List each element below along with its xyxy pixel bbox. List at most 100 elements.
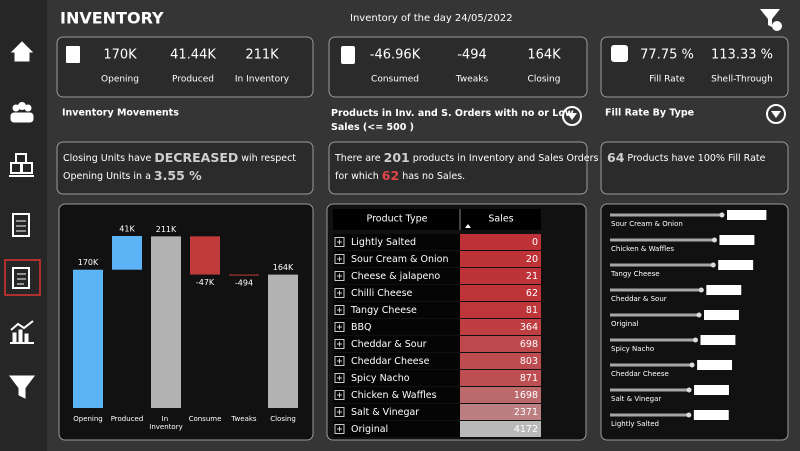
category-label: Cheddar & Sour <box>611 295 667 303</box>
sales-cell <box>460 234 541 250</box>
expand-icon[interactable] <box>334 373 345 383</box>
bar-end <box>686 387 692 393</box>
sales-cell <box>460 302 541 318</box>
note-text: Closing Units have DECREASED wih respect <box>63 150 296 165</box>
product-name: Salt & Vinegar <box>351 407 419 418</box>
fill-rate-bar <box>610 363 693 367</box>
expand-icon[interactable] <box>334 407 345 417</box>
sales-cell <box>460 370 541 386</box>
dropdown-button[interactable] <box>562 106 582 126</box>
expand-icon[interactable] <box>334 305 345 315</box>
note-text: There are 201 products in Inventory and … <box>334 150 599 165</box>
kpi-card <box>600 36 789 98</box>
note-segment: There are <box>334 153 384 164</box>
expand-icon[interactable] <box>334 254 345 264</box>
checklist-icon[interactable] <box>12 267 30 289</box>
sales-value: 871 <box>520 373 538 384</box>
x-tick-label: Consume <box>189 415 222 423</box>
data-label: 70.39 % <box>697 411 726 419</box>
label-line: In <box>162 415 171 423</box>
product-name: Sour Cream & Onion <box>351 254 448 265</box>
bar-end <box>696 312 702 318</box>
sales-cell <box>460 268 541 284</box>
home-icon[interactable] <box>10 41 34 62</box>
bar-end <box>711 237 717 243</box>
sales-cell <box>460 421 541 437</box>
category-label: Sour Cream & Onion <box>611 220 683 228</box>
product-name: Cheese & jalapeno <box>351 271 440 282</box>
note-segment: wih respect <box>238 153 296 164</box>
active-nav[interactable] <box>4 259 41 296</box>
sales-value: 0 <box>532 237 538 248</box>
fill-rate-bar <box>610 238 715 242</box>
people-icon[interactable] <box>10 102 34 123</box>
data-label: 79.47 % <box>707 311 736 319</box>
dropdowns <box>562 104 786 126</box>
note-highlight: 201 <box>384 150 410 165</box>
kpi-value: 170K <box>103 48 137 63</box>
data-label: 100.00 % <box>730 211 764 219</box>
expand-icon[interactable] <box>334 271 345 281</box>
product-name: BBQ <box>351 322 372 333</box>
expand-icon[interactable] <box>334 390 345 400</box>
sales-value: 1698 <box>514 390 538 401</box>
kpi-value: -46.96K <box>370 48 421 63</box>
row-bg <box>333 268 460 284</box>
data-label: 81.54 % <box>709 286 738 294</box>
filter-icon[interactable] <box>9 375 35 399</box>
note-card <box>600 141 789 195</box>
sales-value: 81 <box>526 305 538 316</box>
expand-icon[interactable] <box>334 339 345 349</box>
section-title: Fill Rate By Type <box>605 108 694 119</box>
x-tick-label: Closing <box>270 415 296 423</box>
product-name: Lightly Salted <box>351 237 416 248</box>
note-card <box>56 141 314 195</box>
note-segment: Closing Units have <box>63 153 154 164</box>
clear-filter-badge[interactable] <box>772 21 782 31</box>
waterfall-bar <box>268 274 298 408</box>
kpi-icon <box>66 46 80 63</box>
expand-icon[interactable] <box>334 322 345 332</box>
fill-rate-bar <box>610 413 689 417</box>
chart-icon[interactable] <box>10 320 34 344</box>
label-box <box>706 285 742 295</box>
sort-arrow[interactable] <box>465 224 471 228</box>
fill-rate-bar <box>610 388 690 392</box>
expand-plus <box>337 256 342 262</box>
label-box <box>704 310 739 320</box>
fill-rate-bar <box>610 288 702 292</box>
kpi-label: Produced <box>172 75 214 85</box>
kpi-label: Fill Rate <box>649 75 685 85</box>
bar-end <box>686 412 692 418</box>
clear-filter-icon[interactable] <box>760 9 780 27</box>
note-text: 64 Products have 100% Fill Rate <box>607 150 766 165</box>
fill-rate-bar <box>610 213 722 217</box>
kpi-label: Opening <box>101 75 139 85</box>
expand-icon[interactable] <box>334 356 345 366</box>
kpi-label: Consumed <box>371 75 419 85</box>
boxes-icon[interactable] <box>9 153 34 177</box>
expand-icon[interactable] <box>334 288 345 298</box>
expand-plus <box>337 324 342 330</box>
product-name: Tangy Cheese <box>350 305 417 316</box>
row-bg <box>333 302 460 318</box>
data-label: 76.32 % <box>703 336 732 344</box>
category-label: Chicken & Waffles <box>611 245 674 253</box>
sales-cell <box>460 336 541 352</box>
expand-plus <box>337 307 342 313</box>
note-segment: Opening Units in a <box>63 171 154 182</box>
data-label: -47K <box>196 278 215 287</box>
page-date: Inventory of the day 24/05/2022 <box>350 13 513 24</box>
data-label: 170K <box>78 258 99 267</box>
title-line: Sales (<= 500 ) <box>331 122 414 133</box>
note-segment: Products have 100% Fill Rate <box>624 153 765 164</box>
fill-rate-bar <box>610 313 700 317</box>
expand-icon[interactable] <box>334 237 345 247</box>
report-icon[interactable] <box>12 213 30 237</box>
row-bg <box>333 370 460 386</box>
expand-icon[interactable] <box>334 424 345 434</box>
category-label: Lightly Salted <box>611 420 659 428</box>
fill-rate-bar <box>610 263 714 267</box>
dropdown-button[interactable] <box>766 104 786 124</box>
title-line: Products in Inv. and S. Orders with no o… <box>331 108 577 119</box>
